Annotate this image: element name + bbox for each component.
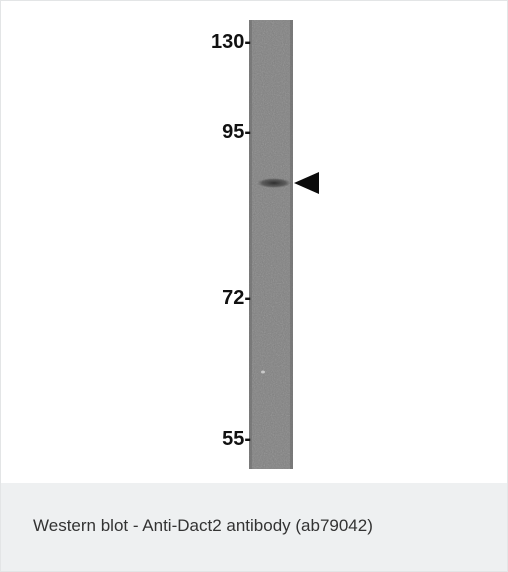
blot-lane-texture [249, 20, 293, 469]
marker-72: 72- [222, 287, 251, 309]
marker-55: 55- [222, 428, 251, 450]
caption-bar: Western blot - Anti-Dact2 antibody (ab79… [1, 483, 507, 571]
band-arrow-icon [294, 172, 319, 194]
marker-95: 95- [222, 121, 251, 143]
figure-caption: Western blot - Anti-Dact2 antibody (ab79… [33, 516, 373, 535]
protein-band [257, 178, 291, 188]
western-blot-image: 130- 95- 72- 55- [1, 1, 507, 483]
marker-130: 130- [210, 31, 251, 53]
blot-lane [249, 20, 293, 469]
